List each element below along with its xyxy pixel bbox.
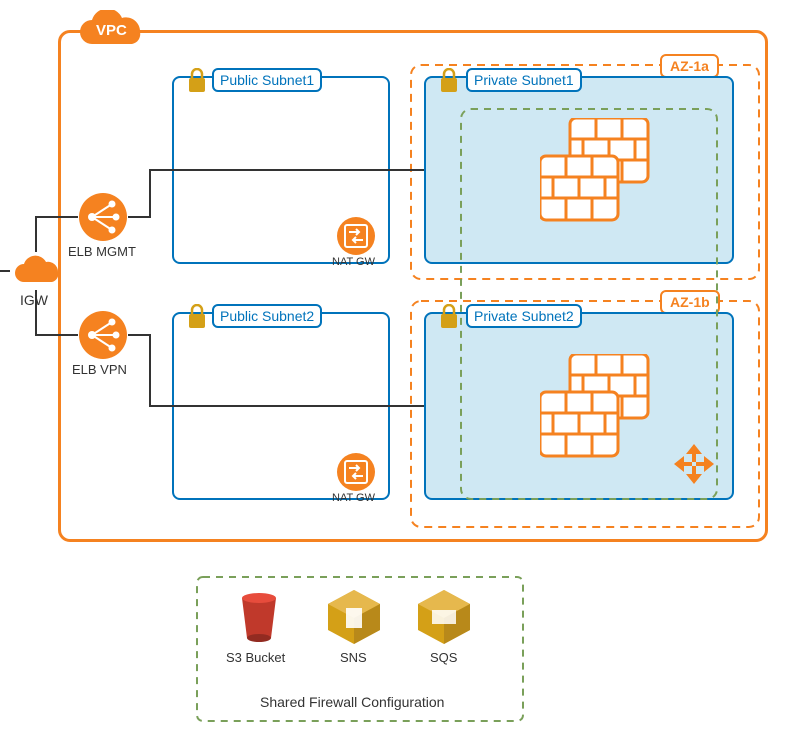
sns-label: SNS — [340, 650, 367, 665]
shared-config-label: Shared Firewall Configuration — [260, 694, 444, 710]
sqs-icon — [414, 588, 474, 646]
sns-icon — [324, 588, 384, 646]
s3-bucket-icon — [234, 590, 284, 646]
sqs-label: SQS — [430, 650, 457, 665]
s3-label: S3 Bucket — [226, 650, 285, 665]
connection-lines — [0, 0, 796, 560]
